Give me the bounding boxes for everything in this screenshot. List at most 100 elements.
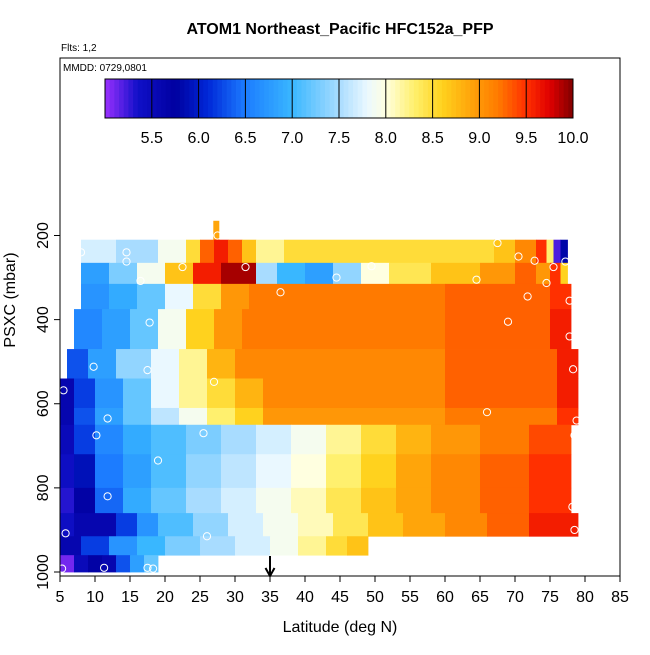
observation-point [60,386,68,395]
observation-point [60,564,67,573]
heatmap-cell [396,487,432,514]
colorbar-segment [493,79,499,118]
colorbar-segment [558,79,565,118]
colorbar-segment [441,79,448,118]
colorbar-segment [193,79,199,118]
colorbar-segment [198,79,204,118]
heatmap-cell [116,239,159,264]
observation-point [149,564,158,573]
heatmap-cell [546,239,554,264]
x-tick-label: 60 [436,589,454,606]
heatmap-cell [298,536,327,556]
heatmap-cell [95,424,124,455]
heatmap-cell [333,513,369,537]
observation-point [92,431,101,440]
colorbar-tick-label: 9.0 [468,130,490,147]
y-axis: 200 400 600 800 1000 [35,222,61,590]
colorbar-segment [535,79,541,118]
heatmap-cell [242,239,257,264]
heatmap-cell [74,487,96,514]
colorbar-segment [296,79,302,118]
heatmap-cell [529,424,572,455]
heatmap-cell [529,487,572,514]
heatmap-cell [74,454,96,489]
heatmap-cell [137,536,166,556]
heatmap-cell [193,513,229,537]
heatmap-cell [158,239,187,264]
observation-point [100,563,109,572]
colorbar-segment [329,79,335,118]
heatmap-cell [102,309,131,350]
heatmap-cell [60,513,75,537]
observation-point [213,231,222,240]
y-axis-label: PSXC (mbar) [2,252,19,347]
heatmap-cell [221,424,257,455]
colorbar-segment [137,79,143,118]
colorbar-tick-label: 10.0 [557,130,588,147]
heatmap-cell [550,283,572,310]
colorbar-segment [362,79,368,118]
colorbar-segment [367,79,373,118]
heatmap-cell [291,487,327,514]
colorbar-segment [381,79,387,118]
heatmap-cell [165,283,194,310]
heatmap-cell [186,239,201,264]
heatmap-cell [165,536,201,556]
heatmap-cell [186,454,222,489]
heatmap-cell [74,407,96,426]
heatmap-cell [515,262,537,285]
heatmap-cell [553,239,561,264]
colorbar-segment [170,79,176,118]
heatmap-layer [60,220,579,573]
colorbar-segment [245,79,251,118]
observation-point [122,248,131,257]
heatmap-cell [109,536,138,556]
heatmap-cell [207,349,236,379]
heatmap-cell [81,239,117,264]
heatmap-cell [431,454,481,489]
heatmap-cell [151,407,180,426]
colorbar-segment [437,79,443,118]
heatmap-cell [256,424,292,455]
colorbar-segment [446,79,452,118]
heatmap-cell [263,378,446,409]
heatmap-cell [403,513,446,537]
observation-point [569,365,578,374]
colorbar-segment [133,79,139,118]
colorbar-segment [179,79,185,118]
colorbar-segment [301,79,307,118]
heatmap-cell [221,283,250,310]
colorbar-segment [151,79,157,118]
heatmap-cell [557,349,579,379]
heatmap-cell [529,454,572,489]
heatmap-cell [95,407,124,426]
heatmap-cell [207,378,236,409]
observation-point [199,429,208,438]
observation-point [143,563,152,572]
heatmap-cell [291,424,327,455]
colorbar-segment [507,79,513,118]
heatmap-cell [74,378,96,409]
observation-point [136,276,145,286]
heatmap-cell [95,454,124,489]
heatmap-cell [550,309,572,350]
heatmap-cell [60,407,75,426]
x-tick-label: 10 [86,589,104,606]
colorbar-segment [404,79,410,118]
heatmap-cell [228,239,243,264]
heatmap-cell [116,349,152,379]
heatmap-cell [256,239,285,264]
heatmap-cell [130,555,145,573]
heatmap-cell [445,513,488,537]
colorbar-segment [357,79,363,118]
heatmap-cell [116,555,131,573]
heatmap-cell [186,309,215,350]
heatmap-cell [60,424,75,455]
heatmap-cell [445,378,558,409]
observation-point [572,416,581,425]
heatmap-cell [480,424,530,455]
heatmap-cell [116,513,138,537]
heatmap-cell [179,378,208,409]
colorbar-segment [484,79,490,118]
y-tick-label: 600 [35,390,52,417]
